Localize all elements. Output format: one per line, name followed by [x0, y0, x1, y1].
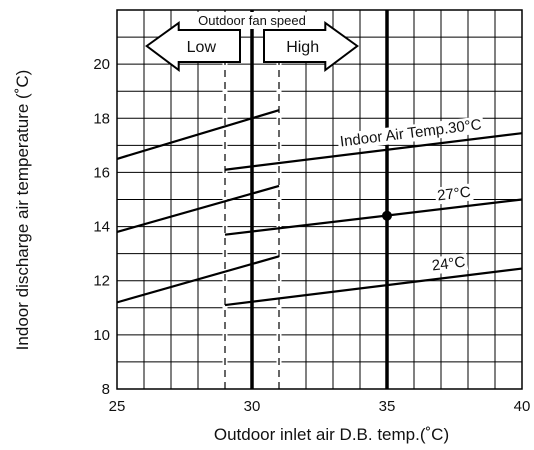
high-label: High — [286, 39, 319, 56]
plot-frame — [116, 9, 523, 390]
y-tick-label: 10 — [93, 327, 110, 344]
y-tick-label: 16 — [93, 164, 110, 181]
low-arrow-icon — [145, 21, 241, 72]
series-label-bg — [428, 253, 469, 275]
x-tick-label: 35 — [379, 398, 396, 415]
x-tick-label: 40 — [514, 398, 531, 415]
reference-lines — [222, 10, 389, 389]
y-tick-label: 20 — [93, 56, 110, 73]
tick-labels: 25 30 35 40 8 10 12 14 16 18 20 — [93, 56, 530, 415]
operating-point-marker — [382, 210, 392, 221]
series-low-segment — [116, 184, 280, 234]
fan-speed-title-box — [181, 12, 323, 29]
series-label: 27°C — [436, 184, 471, 205]
low-label: Low — [187, 39, 217, 56]
x-axis-label: Outdoor inlet air D.B. temp.(˚C) — [214, 425, 449, 444]
x-tick-label: 30 — [244, 398, 261, 415]
series-high-segment — [224, 267, 523, 307]
series-low-segment — [116, 255, 280, 304]
y-tick-label: 18 — [93, 110, 110, 127]
series-high-segment — [224, 198, 523, 236]
y-axis-label: Indoor discharge air temperature (˚C) — [13, 70, 32, 351]
y-tick-label: 8 — [102, 381, 110, 398]
series-label: 24°C — [431, 254, 467, 275]
series-label-bg — [434, 183, 474, 205]
y-tick-label: 12 — [93, 273, 110, 290]
x-tick-label: 25 — [109, 398, 126, 415]
high-arrow-icon — [263, 21, 359, 72]
series-lines — [116, 109, 523, 307]
series-label-bg — [337, 115, 485, 151]
fan-speed-title: Outdoor fan speed — [198, 13, 306, 28]
y-tick-label: 14 — [93, 219, 110, 236]
fan-speed-annotation: Outdoor fan speed Low High — [145, 12, 359, 72]
series-low-segment — [116, 109, 280, 160]
series-high-segment — [224, 132, 523, 171]
